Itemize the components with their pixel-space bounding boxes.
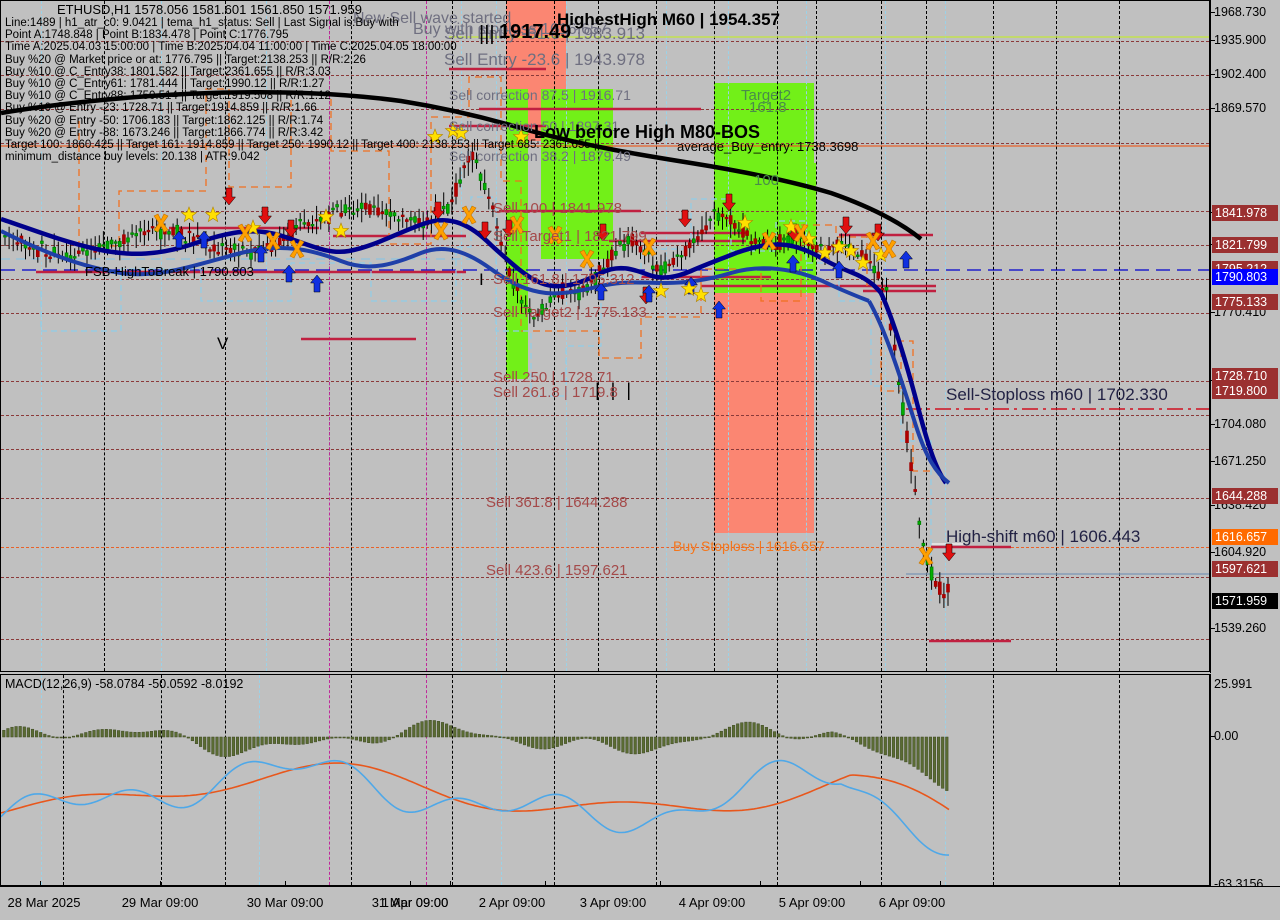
demand-zone-1 — [506, 89, 528, 379]
supply-zone-2 — [714, 293, 814, 533]
annotation-highest-high: HighestHigh M60 | 1954.357 — [557, 10, 781, 29]
annotation-fsb-high-to-break: FSB-HighToBreak | 1790.803 — [85, 264, 254, 279]
price-marker-1616[interactable]: 1616.657 — [1212, 529, 1278, 545]
annotation-sell-entry-618: Sell Entry -61.8 | 1983.913 — [444, 24, 645, 43]
macd-tick-top: 25.991 — [1214, 677, 1253, 691]
chart-info-block: ETHUSD,H1 1578.056 1581.601 1561.850 157… — [5, 2, 600, 163]
x-tick-5: 2 Apr 09:00 — [478, 895, 546, 910]
price-marker-1841[interactable]: 1841.978 — [1212, 205, 1278, 221]
x-tick-1: 29 Mar 09:00 — [121, 895, 199, 910]
price-axis[interactable]: 1968.730 1935.900 1902.400 1869.570 1836… — [1210, 0, 1280, 673]
x-tick-2: 30 Mar 09:00 — [246, 895, 324, 910]
price-marker-1821[interactable]: 1821.799 — [1212, 237, 1278, 253]
y-tick-8: 1704.080 — [1214, 417, 1267, 431]
annotation-sell-4236: Sell 423.6 | 1597.621 — [486, 562, 628, 579]
y-tick-9: 1671.250 — [1214, 454, 1267, 468]
info-line-0: Line:1489 | h1_atr_c0: 9.0421 | tema_h1_… — [5, 17, 399, 29]
annotation-sell-100: Sell 100 | 1841.978 — [493, 200, 623, 217]
annotation-sell-corr-875: Sell correction 87.5 | 1916.71 — [449, 87, 631, 103]
price-marker-1719[interactable]: 1719.800 — [1212, 383, 1278, 399]
annotation-price-1917: 1917.49 — [499, 21, 572, 43]
info-line-7: Buy %10 @ Entry -23: 1728.71 || Target:1… — [5, 102, 317, 115]
symbol-ohlc-line: ETHUSD,H1 1578.056 1581.601 1561.850 157… — [57, 2, 363, 17]
macd-axis[interactable]: 25.991 0.00 -63.3156 — [1210, 674, 1280, 891]
annotation-target2-level: 161.8 — [749, 99, 787, 116]
annotation-sell-target1: Sell Target1 | 1821.799 — [493, 228, 647, 245]
price-chart-pane[interactable]: ETHUSD,H1 1578.056 1581.601 1561.850 157… — [0, 0, 1210, 672]
y-tick-0: 1968.730 — [1214, 5, 1267, 19]
x-tick-7: 4 Apr 09:00 — [678, 895, 746, 910]
info-line-4: Buy %10 @ C_Entry38: 1801.582 || Target:… — [5, 65, 331, 78]
tick-marks-2618: | | | — [595, 380, 635, 400]
info-line-8: Buy %20 @ Entry -50: 1706.183 || Target:… — [5, 114, 324, 127]
info-line-3: Buy %20 @ Market price or at: 1776.795 |… — [5, 53, 366, 66]
price-marker-1728[interactable]: 1728.710 — [1212, 368, 1278, 384]
annotation-avg-buy-entry: average_Buy_entry: 1738.3698 — [677, 139, 859, 154]
price-marker-1790[interactable]: 1790.803 — [1212, 269, 1278, 285]
x-tick-3: 31 Mar 09:00 — [371, 895, 449, 910]
x-tick-0: 28 Mar 2025 — [7, 895, 81, 910]
info-line-9: Buy %20 @ Entry -88: 1673.246 || Target:… — [5, 126, 324, 139]
annotation-new-sell-wave: New Sell wave started — [353, 10, 512, 27]
time-axis[interactable]: 28 Mar 2025 29 Mar 09:00 30 Mar 09:00 31… — [0, 881, 1280, 920]
y-tick-11: 1604.920 — [1214, 545, 1267, 559]
x-tick-9: 6 Apr 09:00 — [878, 895, 946, 910]
price-marker-1775[interactable]: 1775.133 — [1212, 294, 1278, 310]
annotation-sell-corr-50: Sell correction 50 | 1897.31 — [449, 118, 620, 134]
annotation-target-100: 100 — [754, 172, 780, 189]
annotation-buy-stoploss: Buy Stoploss | 1616.657 — [673, 538, 825, 554]
macd-pane[interactable]: MACD(12,26,9) -58.0784 -50.0592 -8.0192 — [0, 674, 1210, 886]
annotation-i-mark: I — [479, 270, 484, 289]
y-tick-1: 1935.900 — [1214, 33, 1267, 47]
annotation-target2: Target2 — [741, 87, 792, 104]
price-marker-current[interactable]: 1571.959 — [1212, 593, 1278, 609]
info-line-6: Buy %10 @ C_Entry88: 1750.514 || Target:… — [5, 90, 331, 103]
y-tick-2: 1902.400 — [1214, 67, 1267, 81]
info-line-1: Point A:1748.848 | Point B:1834.478 | Po… — [5, 29, 289, 42]
annotation-sell-target2: Sell Target2 | 1775.133 — [493, 304, 647, 321]
annotation-sell-1618: Sell 161.8 | 1795.312 — [493, 271, 635, 288]
price-marker-1597[interactable]: 1597.621 — [1212, 561, 1278, 577]
tick-marks-1917: ||| — [479, 23, 495, 45]
annotation-sell-2618: Sell 261.8 | 1719.8 — [493, 384, 618, 401]
annotation-sell-stoploss-m60: Sell-Stoploss m60 | 1702.330 — [946, 385, 1168, 404]
annotation-sell-entry-236: Sell Entry -23.6 | 1943.978 — [444, 50, 645, 69]
y-tick-13: 1539.260 — [1214, 621, 1267, 635]
annotation-high-shift-m60: High-shift m60 | 1606.443 — [946, 527, 1141, 546]
annotation-buy-stoploss-top: Buy with stoploss:1616.657 — [413, 21, 608, 38]
macd-series-layer — [1, 720, 950, 856]
annotation-sell-250: Sell 250 | 1728.71 — [493, 369, 614, 386]
price-series-layer — [1, 36, 1209, 643]
price-marker-1644[interactable]: 1644.288 — [1212, 488, 1278, 504]
x-tick-4: 1 Apr 09:00 — [381, 895, 449, 910]
annotation-sell-corr-382: Sell correction 38.2 | 1879.49 — [449, 148, 631, 164]
info-line-5: Buy %10 @ C_Entry61: 1781.444 || Target:… — [5, 78, 325, 91]
y-tick-3: 1869.570 — [1214, 101, 1267, 115]
annotation-v-mark: V — [217, 334, 229, 353]
info-line-2: Time A:2025.04.03 15:00:00 | Time B:2025… — [5, 41, 457, 54]
annotation-sell-3618: Sell 361.8 | 1644.288 — [486, 494, 628, 511]
macd-tick-zero: 0.00 — [1214, 729, 1239, 743]
info-line-11: minimum_distance buy levels: 20.138 | AT… — [5, 151, 260, 164]
x-tick-8: 5 Apr 09:00 — [778, 895, 846, 910]
info-line-10: Target 100: 1860.425 || Target 161: 1914… — [5, 139, 600, 152]
macd-label: MACD(12,26,9) -58.0784 -50.0592 -8.0192 — [5, 677, 244, 691]
annotation-low-before-high: Low before High M80-BOS — [534, 122, 761, 142]
x-tick-6: 3 Apr 09:00 — [579, 895, 647, 910]
